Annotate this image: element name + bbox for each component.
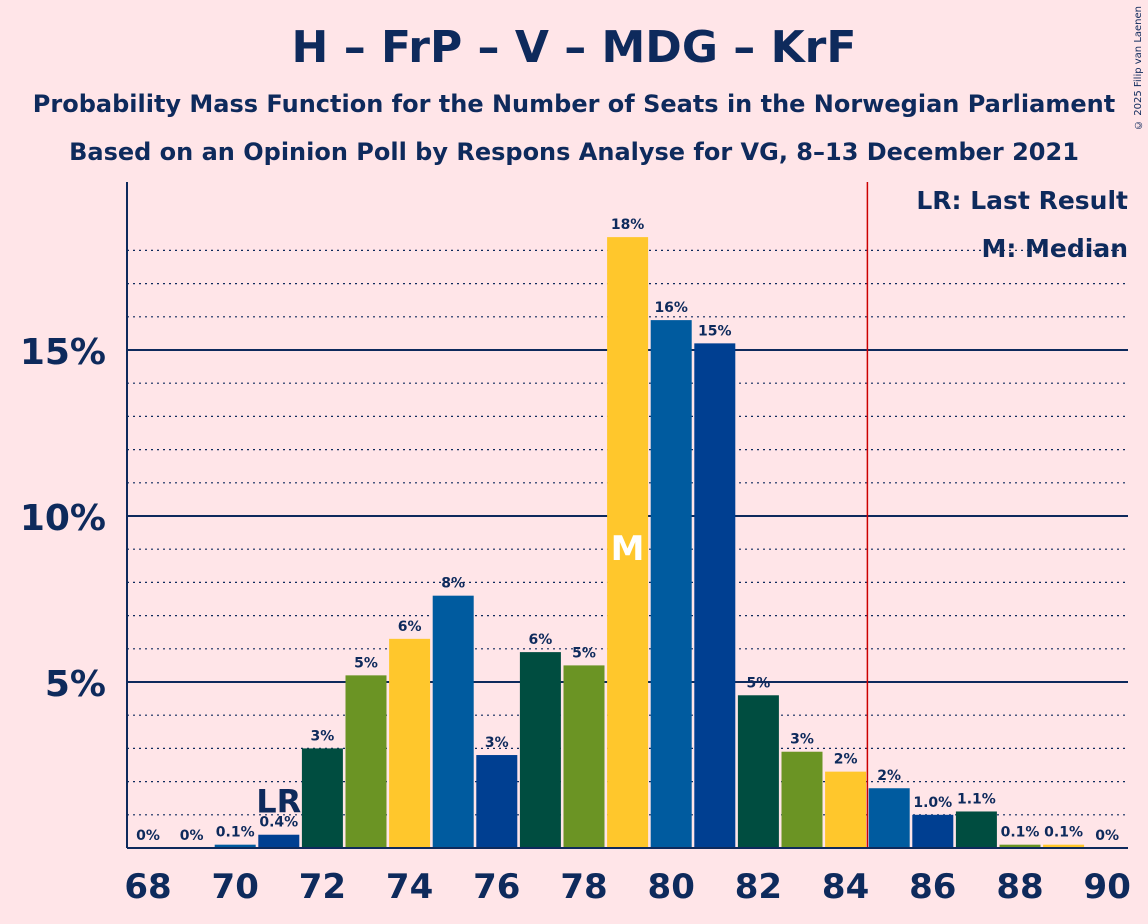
data-label-78: 5% bbox=[572, 645, 596, 661]
data-label-71: 0.4% bbox=[259, 815, 298, 831]
y-tick-label: 10% bbox=[20, 498, 106, 539]
data-label-72: 3% bbox=[311, 728, 335, 744]
bar-seats-83 bbox=[781, 751, 823, 848]
legend-last-result: LR: Last Result bbox=[916, 186, 1128, 215]
last-result-marker: LR bbox=[256, 783, 301, 821]
data-label-83: 3% bbox=[790, 732, 814, 748]
x-tick-label: 90 bbox=[1084, 867, 1131, 907]
data-label-73: 5% bbox=[354, 655, 378, 671]
data-label-84: 2% bbox=[834, 752, 858, 768]
data-label-85: 2% bbox=[877, 768, 901, 784]
chart-title: H – FrP – V – MDG – KrF bbox=[291, 22, 857, 73]
data-label-74: 6% bbox=[398, 619, 422, 635]
bar-seats-71 bbox=[258, 834, 300, 848]
x-tick-label: 72 bbox=[299, 867, 346, 907]
bar-seats-84 bbox=[825, 771, 867, 848]
data-label-88: 0.1% bbox=[1001, 825, 1040, 841]
x-tick-label: 82 bbox=[735, 867, 782, 907]
x-tick-label: 74 bbox=[386, 867, 433, 907]
bar-seats-78 bbox=[563, 665, 605, 848]
x-tick-label: 78 bbox=[560, 867, 607, 907]
bar-seats-77 bbox=[519, 652, 561, 848]
bar-seats-75 bbox=[432, 595, 474, 848]
bar-seats-82 bbox=[737, 695, 779, 848]
bar-seats-89 bbox=[1043, 844, 1085, 848]
data-label-89: 0.1% bbox=[1044, 825, 1083, 841]
x-tick-label: 70 bbox=[212, 867, 259, 907]
data-label-75: 8% bbox=[441, 576, 465, 592]
x-tick-label: 80 bbox=[648, 867, 695, 907]
bar-seats-86 bbox=[912, 814, 954, 848]
bar-seats-76 bbox=[476, 755, 518, 848]
data-label-82: 5% bbox=[747, 675, 771, 691]
bar-seats-72 bbox=[301, 748, 343, 848]
data-label-68: 0% bbox=[136, 828, 160, 844]
y-tick-label: 5% bbox=[45, 664, 106, 705]
data-label-79: 18% bbox=[611, 217, 645, 233]
bar-seats-70 bbox=[214, 844, 256, 848]
bar-seats-73 bbox=[345, 675, 387, 848]
x-tick-label: 84 bbox=[822, 867, 869, 907]
data-label-70: 0.1% bbox=[216, 825, 255, 841]
bar-seats-79 bbox=[607, 237, 649, 848]
data-label-69: 0% bbox=[180, 828, 204, 844]
x-tick-label: 88 bbox=[996, 867, 1043, 907]
data-label-90: 0% bbox=[1095, 828, 1119, 844]
bar-seats-85 bbox=[868, 788, 910, 848]
y-tick-label: 15% bbox=[20, 332, 106, 373]
x-tick-label: 68 bbox=[124, 867, 171, 907]
bar-seats-80 bbox=[650, 320, 692, 848]
data-label-87: 1.1% bbox=[957, 791, 996, 807]
x-tick-label: 76 bbox=[473, 867, 520, 907]
data-label-81: 15% bbox=[698, 323, 732, 339]
chart-subtitle: Probability Mass Function for the Number… bbox=[32, 90, 1116, 118]
data-label-77: 6% bbox=[529, 632, 553, 648]
data-label-76: 3% bbox=[485, 735, 509, 751]
data-label-86: 1.0% bbox=[913, 795, 952, 811]
median-marker: M bbox=[611, 529, 645, 569]
bar-seats-88 bbox=[999, 844, 1041, 848]
x-tick-label: 86 bbox=[909, 867, 956, 907]
bar-seats-81 bbox=[694, 343, 736, 848]
bar-seats-74 bbox=[389, 638, 431, 848]
legend-median: M: Median bbox=[981, 234, 1128, 263]
chart-subtitle-poll: Based on an Opinion Poll by Respons Anal… bbox=[69, 138, 1079, 166]
data-label-80: 16% bbox=[654, 300, 688, 316]
bar-seats-87 bbox=[955, 811, 997, 848]
